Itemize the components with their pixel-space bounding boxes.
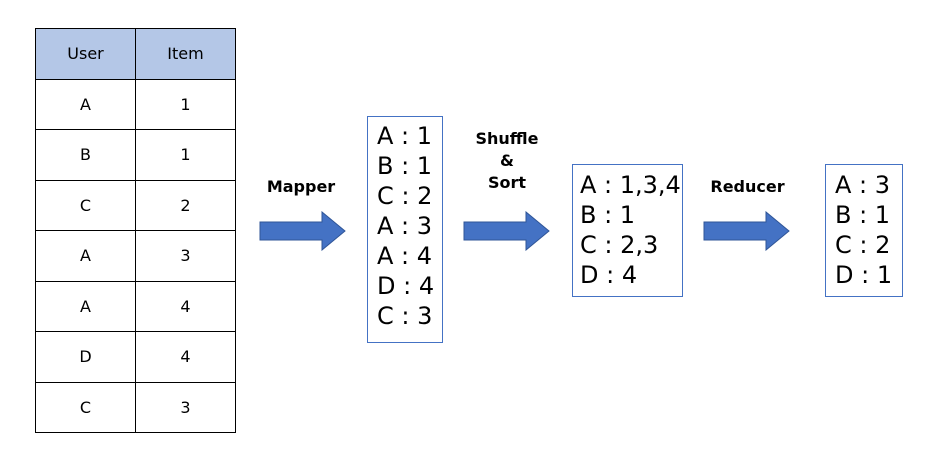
shuffle-label-line: Shuffle <box>475 129 539 148</box>
shuffle-line: A : 1,3,4 <box>580 171 681 199</box>
mapper-line: B : 1 <box>377 152 433 180</box>
mapper-label: Mapper <box>266 177 336 196</box>
cell-user: C <box>35 179 136 231</box>
shuffle-label-line: & <box>500 151 514 170</box>
table-row: C 3 <box>35 381 236 433</box>
cell-item: 3 <box>135 381 236 433</box>
cell-user: A <box>35 230 136 282</box>
shuffle-output-box: A : 1,3,4 B : 1 C : 2,3 D : 4 <box>572 164 683 297</box>
cell-item: 1 <box>135 129 236 181</box>
shuffle-line: B : 1 <box>580 201 636 229</box>
mapper-line: D : 4 <box>377 272 435 300</box>
shuffle-sort-label: Shuffle & Sort <box>462 128 552 194</box>
cell-item: 4 <box>135 280 236 332</box>
cell-user: D <box>35 331 136 383</box>
table-header-row: User Item <box>35 28 236 80</box>
reducer-arrow-icon <box>703 211 790 251</box>
mapper-line: C : 2 <box>377 182 433 210</box>
table-row: A 3 <box>35 230 236 282</box>
cell-item: 3 <box>135 230 236 282</box>
shuffle-arrow-icon <box>463 211 550 251</box>
shuffle-line: C : 2,3 <box>580 231 659 259</box>
mapper-line: C : 3 <box>377 302 433 330</box>
cell-item: 4 <box>135 331 236 383</box>
mapper-line: A : 4 <box>377 242 433 270</box>
mapper-line: A : 1 <box>377 122 433 150</box>
user-item-table: User Item A 1 B 1 C 2 A 3 A 4 D 4 C <box>35 28 236 433</box>
cell-user: A <box>35 280 136 332</box>
table-row: D 4 <box>35 331 236 383</box>
mapper-output-box: A : 1 B : 1 C : 2 A : 3 A : 4 D : 4 C : … <box>367 116 443 343</box>
mapper-arrow-icon <box>259 211 346 251</box>
reducer-line: C : 2 <box>835 231 891 259</box>
cell-item: 1 <box>135 78 236 130</box>
header-user: User <box>35 28 136 80</box>
mapper-line: A : 3 <box>377 212 433 240</box>
shuffle-line: D : 4 <box>580 261 638 289</box>
header-item: Item <box>135 28 236 80</box>
table-row: A 4 <box>35 280 236 332</box>
reducer-line: D : 1 <box>835 261 893 289</box>
cell-user: A <box>35 78 136 130</box>
reducer-label: Reducer <box>710 177 785 196</box>
table-row: A 1 <box>35 78 236 130</box>
cell-item: 2 <box>135 179 236 231</box>
shuffle-label-line: Sort <box>487 173 527 192</box>
table-row: C 2 <box>35 179 236 231</box>
cell-user: C <box>35 381 136 433</box>
cell-user: B <box>35 129 136 181</box>
reducer-line: A : 3 <box>835 171 891 199</box>
table-row: B 1 <box>35 129 236 181</box>
reducer-line: B : 1 <box>835 201 891 229</box>
reducer-output-box: A : 3 B : 1 C : 2 D : 1 <box>825 164 903 297</box>
